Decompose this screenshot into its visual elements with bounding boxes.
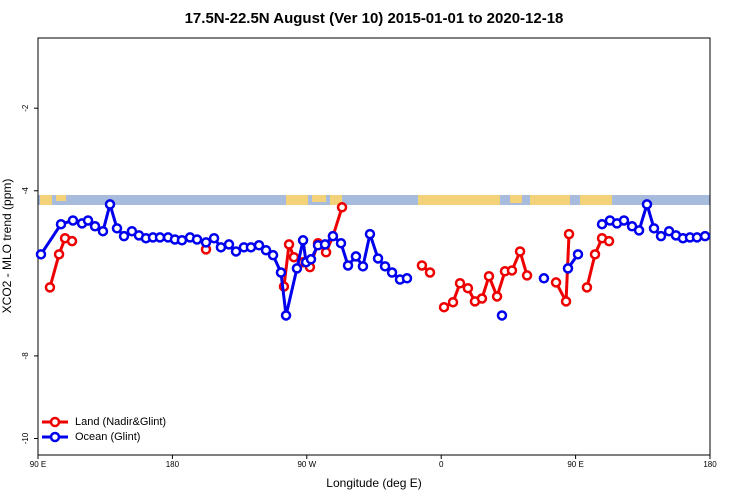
- point: [35, 249, 47, 260]
- point: [379, 261, 391, 272]
- point: [288, 251, 300, 263]
- point: [336, 202, 348, 213]
- point: [386, 267, 398, 278]
- point: [491, 291, 503, 302]
- point: [283, 239, 295, 250]
- legend-marker: [49, 416, 61, 428]
- x-tick-label: 180: [166, 460, 180, 469]
- point: [89, 221, 101, 232]
- point: [253, 240, 265, 251]
- point: [416, 260, 428, 271]
- point: [44, 282, 56, 293]
- point: [297, 235, 309, 246]
- point: [454, 277, 466, 289]
- point: [118, 230, 130, 242]
- point: [514, 246, 526, 257]
- point: [305, 254, 317, 265]
- point: [655, 230, 667, 242]
- point: [104, 199, 116, 210]
- point: [319, 239, 331, 250]
- y-axis-title: XCO2 - MLO trend (ppm): [0, 179, 14, 314]
- y-tick-label: -2: [21, 104, 30, 112]
- point: [55, 218, 67, 230]
- y-tick-label: -10: [21, 432, 30, 444]
- point: [462, 282, 474, 294]
- point: [208, 232, 220, 244]
- point: [215, 242, 227, 253]
- point: [67, 215, 79, 226]
- point: [357, 261, 369, 272]
- point: [618, 215, 630, 226]
- point: [267, 249, 279, 261]
- point: [191, 234, 203, 245]
- point: [364, 228, 376, 240]
- point: [476, 293, 488, 304]
- point: [648, 223, 660, 234]
- point: [596, 218, 608, 230]
- point: [581, 282, 593, 293]
- point: [176, 235, 188, 246]
- point: [291, 263, 303, 274]
- point: [483, 270, 495, 282]
- point: [496, 310, 508, 321]
- point: [633, 225, 645, 236]
- point: [506, 265, 518, 276]
- point: [438, 301, 450, 313]
- x-axis-title: Longitude (deg E): [326, 476, 421, 490]
- point: [342, 260, 354, 271]
- point: [200, 237, 212, 248]
- point: [154, 232, 166, 243]
- point: [603, 235, 615, 247]
- point: [245, 242, 257, 253]
- point: [589, 249, 601, 260]
- point: [53, 249, 65, 260]
- point: [335, 237, 347, 249]
- legend-box: [40, 412, 185, 448]
- x-tick-label: 90 E: [30, 460, 46, 469]
- point: [327, 230, 339, 242]
- point: [275, 267, 287, 278]
- point: [447, 296, 459, 308]
- point: [550, 277, 562, 288]
- point: [641, 199, 653, 210]
- point: [97, 225, 109, 237]
- chart-title: 17.5N-22.5N August (Ver 10) 2015-01-01 t…: [185, 10, 564, 27]
- point: [280, 310, 292, 321]
- point: [538, 273, 550, 284]
- legend-label: Ocean (Glint): [75, 431, 140, 443]
- legend-label: Land (Nadir&Glint): [75, 416, 166, 428]
- point: [424, 267, 436, 278]
- point: [82, 215, 94, 226]
- land-mask-strip: [38, 195, 710, 205]
- point: [563, 228, 575, 240]
- point: [260, 244, 272, 256]
- legend-marker: [49, 431, 61, 443]
- series-line: [48, 206, 610, 309]
- y-tick-label: -8: [21, 352, 30, 360]
- y-tick-label: -4: [21, 187, 30, 195]
- x-tick-label: 0: [439, 460, 444, 469]
- point: [66, 235, 78, 247]
- plot-frame: [37, 37, 711, 456]
- point: [699, 230, 711, 242]
- point: [572, 249, 584, 260]
- point: [560, 296, 572, 307]
- x-tick-label: 90 E: [567, 460, 583, 469]
- x-tick-label: 180: [703, 460, 717, 469]
- x-tick-label: 90 W: [297, 460, 316, 469]
- point: [111, 223, 123, 234]
- point: [521, 270, 533, 281]
- point: [223, 239, 235, 250]
- point: [350, 251, 362, 262]
- point: [230, 246, 242, 257]
- point: [691, 232, 703, 243]
- point: [372, 253, 384, 264]
- point: [562, 263, 574, 274]
- point: [401, 273, 413, 284]
